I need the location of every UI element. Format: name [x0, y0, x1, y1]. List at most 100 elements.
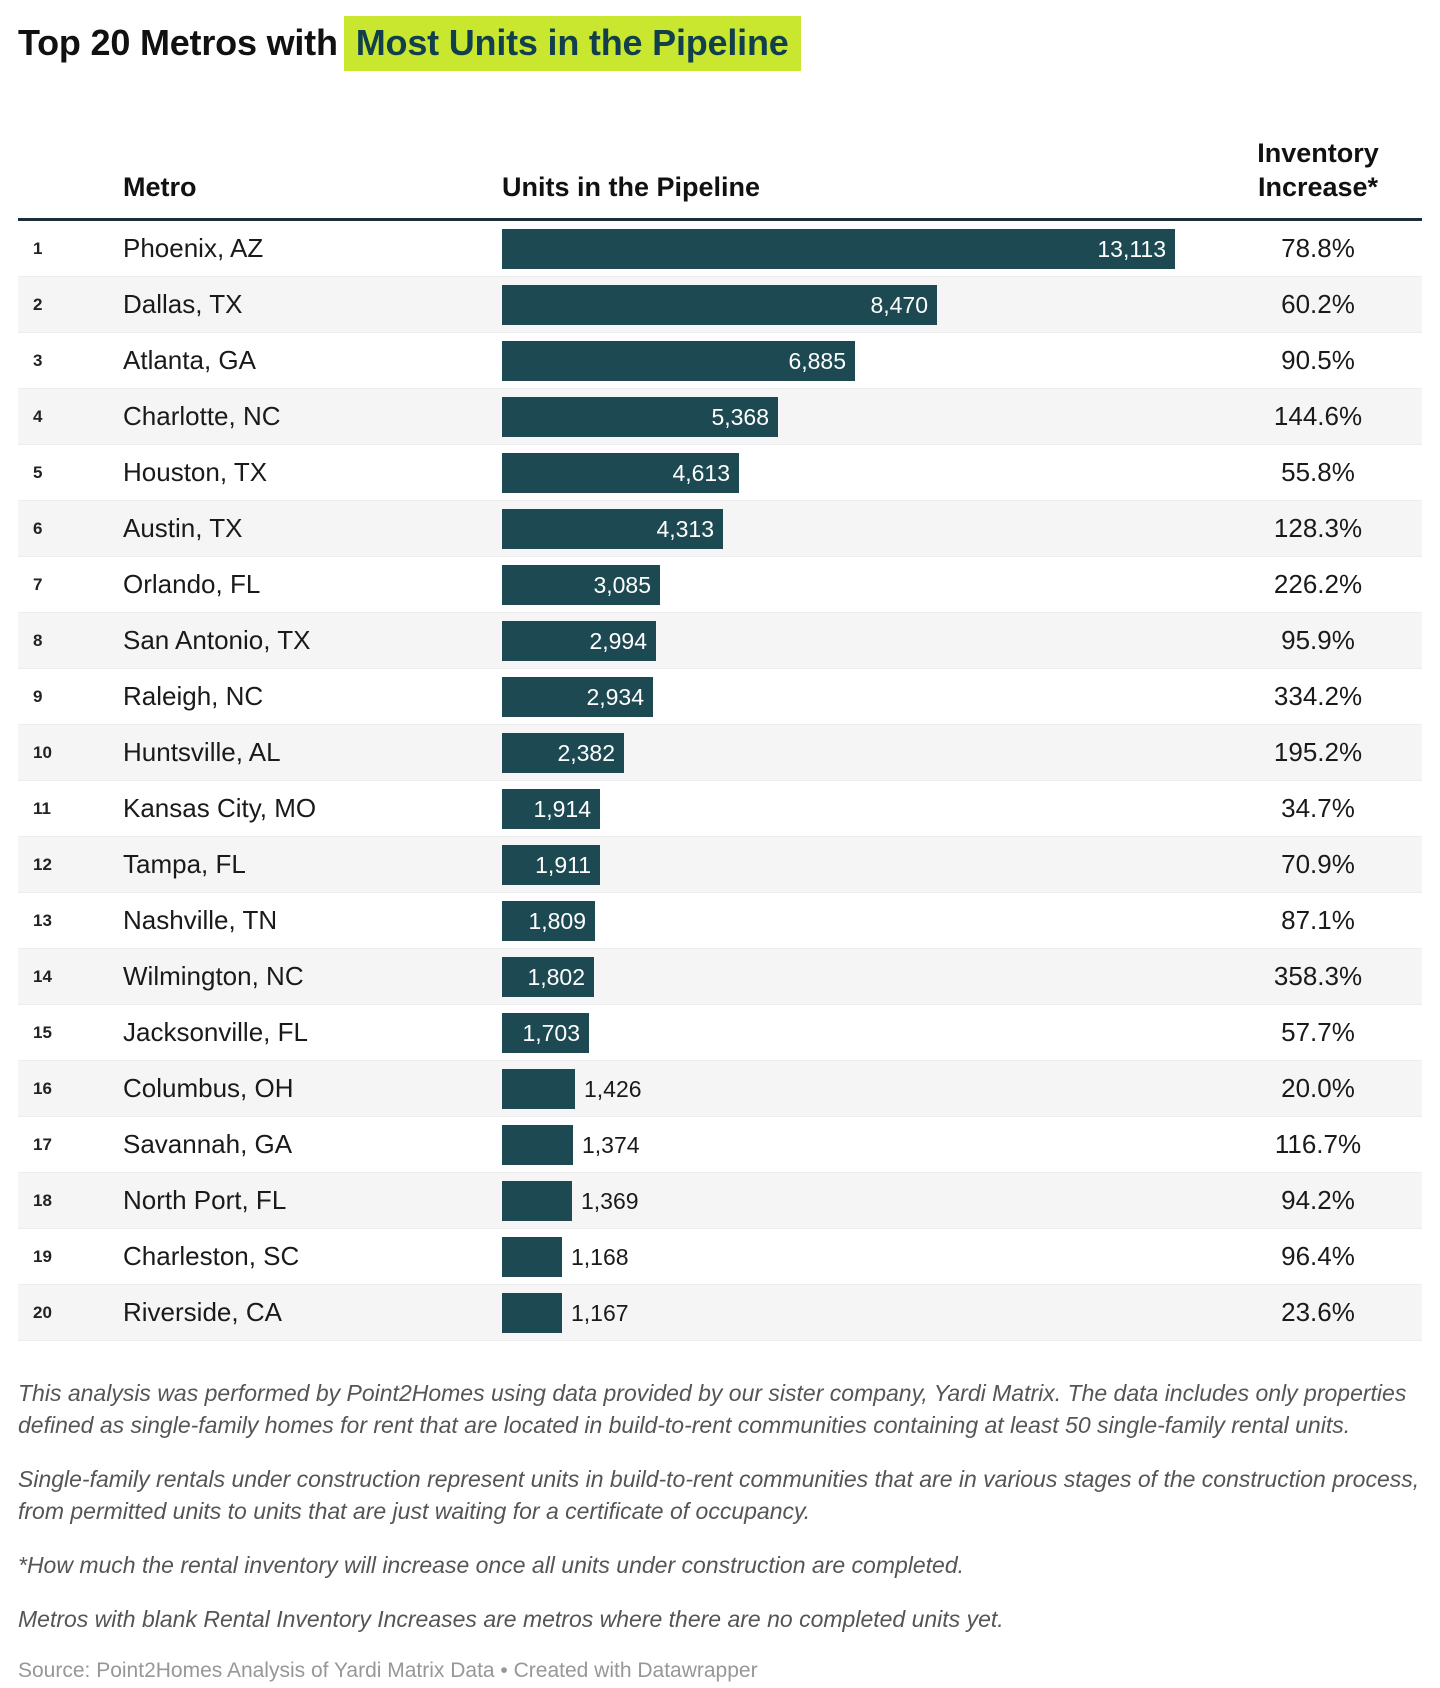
metro-label: Austin, TX — [123, 513, 243, 543]
inventory-increase-value: 87.1% — [1281, 905, 1355, 935]
units-bar-cell: 1,802 — [502, 957, 594, 997]
source-line: Source: Point2Homes Analysis of Yardi Ma… — [18, 1659, 758, 1682]
units-value: 4,313 — [656, 515, 714, 542]
metro-label: San Antonio, TX — [123, 625, 311, 655]
units-bar: 2,994 — [502, 621, 656, 661]
units-value: 1,369 — [581, 1187, 639, 1214]
table-row: 19 Charleston, SC 1,168 96.4% — [18, 1229, 1422, 1285]
units-bar: 2,382 — [502, 733, 624, 773]
units-bar-cell: 1,426 — [502, 1069, 642, 1109]
units-value: 1,167 — [571, 1299, 629, 1326]
inventory-increase-value: 195.2% — [1273, 737, 1363, 767]
units-bar-cell: 1,374 — [502, 1125, 640, 1165]
row-rank: 2 — [33, 295, 43, 314]
units-bar-cell: 3,085 — [502, 565, 660, 605]
inventory-increase-value: 116.7% — [1274, 1129, 1362, 1159]
footnote-asterisk: *How much the rental inventory will incr… — [18, 1552, 965, 1578]
inventory-increase-value: 78.8% — [1281, 233, 1355, 263]
row-rank: 3 — [33, 351, 43, 370]
table-row: 10 Huntsville, AL 2,382 195.2% — [18, 725, 1422, 781]
table-row: 1 Phoenix, AZ 13,113 78.8% — [18, 221, 1422, 277]
metro-label: Orlando, FL — [123, 569, 261, 599]
table-row: 12 Tampa, FL 1,911 70.9% — [18, 837, 1422, 893]
units-bar: 1,703 — [502, 1013, 589, 1053]
metro-label: Atlanta, GA — [123, 345, 256, 375]
row-rank: 14 — [33, 967, 52, 986]
units-bar — [502, 1125, 573, 1165]
row-rank: 19 — [33, 1247, 52, 1266]
row-rank: 15 — [33, 1023, 52, 1042]
units-bar-cell: 4,313 — [502, 509, 723, 549]
units-bar-cell: 1,809 — [502, 901, 595, 941]
inventory-increase-value: 34.7% — [1281, 793, 1355, 823]
units-bar-cell: 13,113 — [502, 229, 1175, 269]
units-bar: 1,809 — [502, 901, 595, 941]
column-header-metro: Metro — [123, 172, 197, 202]
table-row: 9 Raleigh, NC 2,934 334.2% — [18, 669, 1422, 725]
table-row: 14 Wilmington, NC 1,802 358.3% — [18, 949, 1422, 1005]
units-bar-cell: 8,470 — [502, 285, 937, 325]
units-value: 1,914 — [533, 795, 591, 822]
units-value: 1,911 — [535, 851, 591, 878]
units-value: 4,613 — [672, 459, 730, 486]
metro-label: Columbus, OH — [123, 1073, 294, 1103]
units-value: 13,113 — [1097, 235, 1166, 262]
table-row: 4 Charlotte, NC 5,368 144.6% — [18, 389, 1422, 445]
units-value: 1,168 — [571, 1243, 629, 1270]
table-header: Metro Units in the Pipeline Inventory In… — [18, 70, 1422, 221]
footnote-methodology: This analysis was performed by Point2Hom… — [18, 1380, 1407, 1438]
row-rank: 13 — [33, 911, 52, 930]
table-body: 1 Phoenix, AZ 13,113 78.8% 2 Dallas, TX 8,470 6… — [18, 221, 1422, 1341]
units-bar: 3,085 — [502, 565, 660, 605]
inventory-increase-value: 57.7% — [1281, 1017, 1355, 1047]
metro-label: Charlotte, NC — [123, 401, 281, 431]
units-bar-cell: 1,369 — [502, 1181, 639, 1221]
row-rank: 5 — [33, 463, 43, 482]
units-bar-cell: 1,911 — [502, 845, 600, 885]
row-rank: 17 — [33, 1135, 52, 1154]
units-bar-cell: 5,368 — [502, 397, 778, 437]
row-rank: 20 — [33, 1303, 52, 1322]
metro-label: Houston, TX — [123, 457, 268, 487]
table-row: 17 Savannah, GA 1,374 116.7% — [18, 1117, 1422, 1173]
metro-label: Raleigh, NC — [123, 681, 264, 711]
units-value: 1,809 — [528, 907, 586, 934]
column-header-inventory-line2: Increase* — [1257, 172, 1379, 202]
units-bar-cell: 1,914 — [502, 789, 600, 829]
column-header-inventory-line1: Inventory — [1257, 138, 1379, 168]
units-bar: 5,368 — [502, 397, 778, 437]
inventory-increase-value: 90.5% — [1281, 345, 1355, 375]
units-bar-cell: 2,994 — [502, 621, 656, 661]
footnotes: This analysis was performed by Point2Hom… — [18, 1377, 1422, 1685]
table-row: 8 San Antonio, TX 2,994 95.9% — [18, 613, 1422, 669]
metro-label: Huntsville, AL — [123, 737, 281, 767]
table-row: 13 Nashville, TN 1,809 87.1% — [18, 893, 1422, 949]
units-bar — [502, 1237, 562, 1277]
table-row: 16 Columbus, OH 1,426 20.0% — [18, 1061, 1422, 1117]
inventory-increase-value: 20.0% — [1281, 1073, 1355, 1103]
units-value: 8,470 — [870, 291, 928, 318]
metro-label: Savannah, GA — [123, 1129, 293, 1159]
row-rank: 12 — [33, 855, 52, 874]
metro-label: Nashville, TN — [123, 905, 278, 935]
chart-container: Top 20 Metros with Most Units in the Pipe… — [0, 16, 1440, 1685]
inventory-increase-value: 128.3% — [1273, 513, 1363, 543]
row-rank: 4 — [33, 407, 43, 426]
units-value: 2,382 — [557, 739, 615, 766]
table-row: 15 Jacksonville, FL 1,703 57.7% — [18, 1005, 1422, 1061]
table-row: 2 Dallas, TX 8,470 60.2% — [18, 277, 1422, 333]
inventory-increase-value: 94.2% — [1281, 1185, 1355, 1215]
units-value: 3,085 — [593, 571, 651, 598]
title-prefix: Top 20 Metros with — [18, 22, 338, 63]
row-rank: 18 — [33, 1191, 52, 1210]
units-bar-cell: 2,934 — [502, 677, 653, 717]
inventory-increase-value: 144.6% — [1273, 401, 1363, 431]
units-bar-cell: 1,703 — [502, 1013, 589, 1053]
table-row: 6 Austin, TX 4,313 128.3% — [18, 501, 1422, 557]
units-bar: 4,313 — [502, 509, 723, 549]
units-bar-cell: 4,613 — [502, 453, 739, 493]
row-rank: 10 — [33, 743, 52, 762]
inventory-increase-value: 23.6% — [1281, 1297, 1355, 1327]
units-bar-cell: 2,382 — [502, 733, 624, 773]
units-value: 1,802 — [527, 963, 585, 990]
